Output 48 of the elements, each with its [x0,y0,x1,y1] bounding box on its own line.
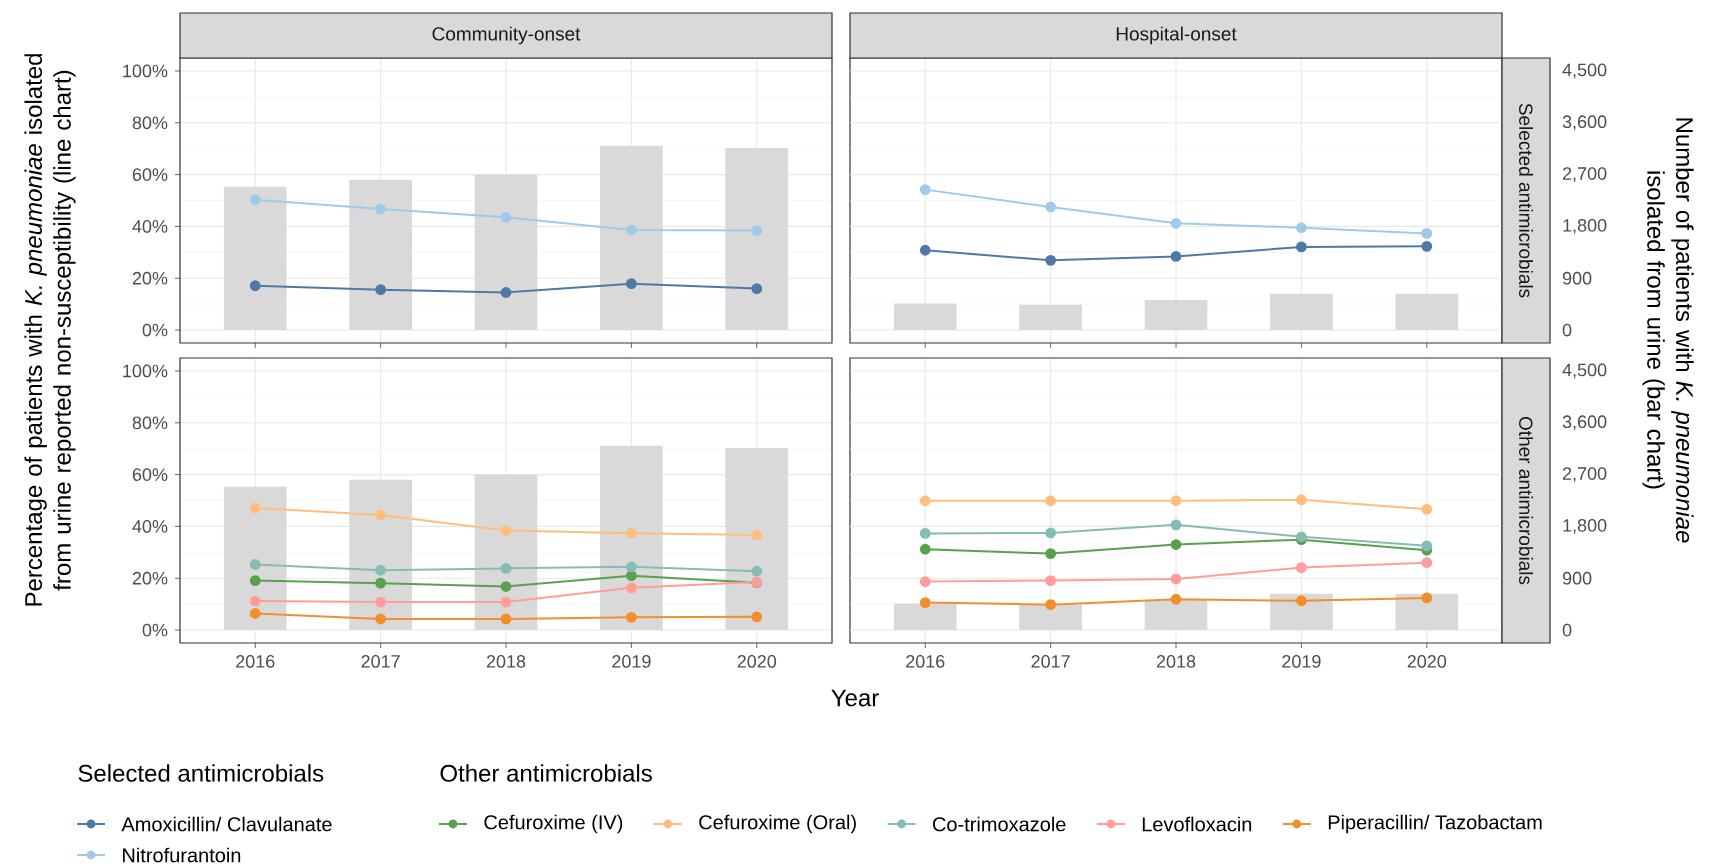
legend-label: Cefuroxime (Oral) [699,814,856,834]
y-tick-label: 0% [142,323,168,337]
legend-label: Piperacillin/ Tazobactam [1328,814,1542,834]
text: Other antimicrobials [1519,416,1534,585]
y-tick-label: 40% [132,520,168,533]
y-tick-label: 100% [123,64,168,78]
chart-title: Community-onset [432,26,581,45]
chart-title: Hospital-onset [1116,26,1237,45]
x-tick-label: 2020 [737,655,777,668]
text: Selected antimicrobials [1519,103,1534,298]
legend-title: Other antimicrobials [440,764,652,782]
y2-tick-label: 0 [1562,323,1572,337]
y2-tick-label: 4,500 [1562,363,1607,379]
y2-tick-label: 2,700 [1562,467,1607,483]
y-tick-label: 60% [132,168,168,181]
y2-tick-label: 900 [1562,571,1592,585]
x-tick-label: 2017 [1031,655,1070,668]
legend-label: Co-trimoxazole [932,816,1066,832]
y2-tick-label: 4,500 [1562,63,1607,79]
y2-tick-label: 1,800 [1563,518,1607,534]
y-tick-label: 40% [132,220,168,233]
y-tick-label: 100% [123,364,168,378]
y2-tick-label: 3,600 [1562,415,1607,431]
x-tick-label: 2017 [361,655,400,668]
x-tick-label: 2019 [612,655,651,668]
x-tick-label: 2019 [1282,655,1321,668]
y-tick-label: 20% [132,571,168,585]
legend-label: Cefuroxime (IV) [484,814,623,834]
x-tick-label: 2020 [1407,655,1447,668]
y2-tick-label: 3,600 [1562,115,1607,131]
x-tick-label: 2016 [906,655,945,668]
y2-tick-label: 900 [1562,271,1592,285]
y2-tick-label: 0 [1562,623,1572,637]
y-tick-label: 60% [132,468,168,481]
y2-tick-label: 1,800 [1563,218,1607,234]
legend-label: Nitrofurantoin [123,847,241,863]
x-tick-label: 2016 [236,655,275,668]
x-tick-label: 2018 [1156,655,1196,668]
legend-title: Selected antimicrobials [78,764,324,782]
y-tick-label: 80% [132,416,168,430]
legend-label: Levofloxacin [1142,816,1252,832]
x-tick-label: 2018 [486,655,526,668]
x-axis-title: Year [831,689,879,707]
y-tick-label: 80% [132,116,168,130]
y2-tick-label: 2,700 [1562,167,1607,183]
legend-label: Amoxicillin/ Clavulanate [121,816,332,832]
y-tick-label: 20% [132,271,168,285]
y-tick-label: 0% [142,623,168,637]
